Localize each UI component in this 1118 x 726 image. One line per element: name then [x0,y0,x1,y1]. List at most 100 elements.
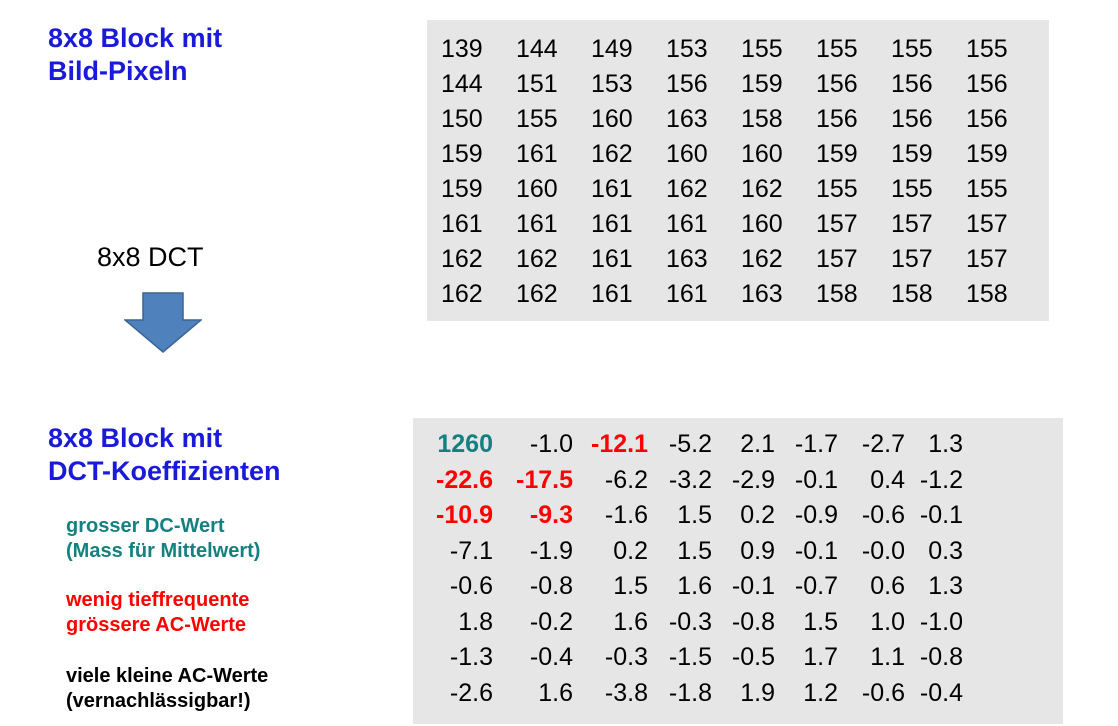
pixel-cell: 161 [441,210,483,238]
pixel-cell: 163 [741,280,783,308]
pixel-block-heading-line: Bild-Pixeln [48,56,188,86]
dct-coefficient-cell: -0.6 [449,572,493,601]
arrow-down-icon [124,292,202,353]
pixel-cell: 163 [666,245,708,273]
pixel-cell: 158 [741,105,783,133]
dct-coefficient-cell: 1.5 [677,501,712,530]
dct-row: 1260 -1.0 -12.1 -5.2 2.1 -1.7 -2.7 1.3 [431,427,963,463]
pixel-cell: 157 [966,210,1008,238]
pixel-cell: 156 [966,105,1008,133]
dct-coefficient-cell: -0.1 [731,572,775,601]
dct-coefficient-cell: 1.1 [870,643,905,672]
dct-coefficient-cell: -0.3 [604,643,648,672]
dct-coefficient-cell: -2.9 [731,465,775,494]
legend-large-ac-line: grössere AC-Werte [66,614,247,636]
pixel-cell: 156 [966,70,1008,98]
pixel-cell: 159 [891,140,933,168]
legend-large-ac-values: wenig tieffrequente grössere AC-Werte [66,588,249,638]
dct-coefficient-cell: -1.3 [449,643,493,672]
pixel-cell: 157 [891,245,933,273]
pixel-cell: 155 [816,175,858,203]
pixel-cell: 160 [741,210,783,238]
dct-coefficient-cell: 0.4 [870,465,905,494]
dct-coefficient-cell: -2.6 [449,678,493,707]
dct-coefficient-cell: -1.7 [794,430,838,459]
pixel-cell: 159 [741,70,783,98]
dct-coefficient-cell: -0.6 [861,501,905,530]
legend-dc-value: grosser DC-Wert (Mass für Mittelwert) [66,514,260,564]
dct-coefficient-cell: -1.9 [529,536,573,565]
dct-coefficient-cell: -17.5 [516,465,573,494]
dct-row: -7.1 -1.9 0.2 1.5 0.9 -0.1 -0.0 0.3 [431,534,963,570]
dct-coefficient-cell: -0.1 [794,465,838,494]
dct-coefficient-cell: -12.1 [591,430,648,459]
dct-coefficient-cell: -0.4 [919,678,963,707]
pixel-cell: 161 [516,140,558,168]
pixel-cell: 159 [441,140,483,168]
pixel-cell: 160 [741,140,783,168]
dct-coefficient-cell: 1.5 [677,536,712,565]
dct-coefficient-cell: -1.8 [668,678,712,707]
dct-coefficient-cell: -0.9 [794,501,838,530]
dct-coefficient-cell: 1.3 [928,430,963,459]
pixel-cell: 159 [966,140,1008,168]
dct-coefficient-cell: 2.1 [740,430,775,459]
pixel-cell: 144 [441,70,483,98]
pixel-cell: 155 [816,35,858,63]
dct-block-table: 1260 -1.0 -12.1 -5.2 2.1 -1.7 -2.7 1.3 -22.6 -17.… [431,427,963,711]
dct-row: -10.9 -9.3 -1.6 1.5 0.2 -0.9 -0.6 -0.1 [431,498,963,534]
dct-coefficient-cell: 1.7 [803,643,838,672]
pixel-cell: 160 [516,175,558,203]
pixel-cell: 159 [441,175,483,203]
legend-small-ac-line: (vernachlässigbar!) [66,690,251,712]
dct-coefficient-cell: -1.2 [919,465,963,494]
pixel-cell: 162 [516,280,558,308]
dct-coefficient-cell: 0.2 [613,536,648,565]
pixel-cell: 155 [891,175,933,203]
legend-dc-line: grosser DC-Wert [66,515,225,537]
dct-coefficient-cell: 1.9 [740,678,775,707]
pixel-cell: 155 [741,35,783,63]
pixel-cell: 160 [666,140,708,168]
pixel-block-heading: 8x8 Block mit Bild-Pixeln [48,22,222,88]
dct-row: -22.6 -17.5 -6.2 -3.2 -2.9 -0.1 0.4 -1.2 [431,463,963,499]
dct-coefficient-cell: 0.2 [740,501,775,530]
pixel-block-heading-line: 8x8 Block mit [48,23,223,53]
dct-coefficient-cell: -7.1 [449,536,493,565]
pixel-cell: 161 [666,280,708,308]
pixel-cell: 153 [666,35,708,63]
dct-transform-label: 8x8 DCT [97,242,204,272]
legend-large-ac-line: wenig tieffrequente [66,589,250,611]
legend-dc-line: (Mass für Mittelwert) [66,540,261,562]
pixel-cell: 144 [516,35,558,63]
pixel-cell: 159 [816,140,858,168]
dct-block-table-box: 1260 -1.0 -12.1 -5.2 2.1 -1.7 -2.7 1.3 -22.6 -17.… [413,418,1063,724]
pixel-cell: 155 [516,105,558,133]
dct-coefficient-cell: 1.0 [870,607,905,636]
legend-small-ac-values: viele kleine AC-Werte (vernachlässigbar!… [66,664,268,714]
dct-row: -0.6 -0.8 1.5 1.6 -0.1 -0.7 0.6 1.3 [431,569,963,605]
pixel-cell: 157 [816,210,858,238]
dct-coefficient-cell: 1.6 [677,572,712,601]
dct-row: -2.6 1.6 -3.8 -1.8 1.9 1.2 -0.6 -0.4 [431,676,963,712]
pixel-cell: 162 [741,175,783,203]
pixel-cell: 162 [666,175,708,203]
dct-coefficient-cell: 1.6 [613,607,648,636]
pixel-cell: 161 [666,210,708,238]
pixel-cell: 156 [816,70,858,98]
dct-coefficient-cell: -1.5 [668,643,712,672]
dct-coefficient-cell: -0.1 [919,501,963,530]
dct-coefficient-cell: -3.2 [668,465,712,494]
pixel-cell: 162 [591,140,633,168]
pixel-cell: 162 [441,280,483,308]
dct-coefficient-cell: -5.2 [668,430,712,459]
pixel-cell: 155 [966,35,1008,63]
dct-coefficient-cell: 0.3 [928,536,963,565]
dct-block-heading-line: DCT-Koeffizienten [48,456,281,486]
dct-coefficient-cell: 1.8 [458,607,493,636]
dct-coefficient-cell: -0.1 [794,536,838,565]
dct-coefficient-cell: -9.3 [529,501,573,530]
pixel-cell: 158 [816,280,858,308]
dct-coefficient-cell: 1.3 [928,572,963,601]
dct-coefficient-cell: 1.2 [803,678,838,707]
